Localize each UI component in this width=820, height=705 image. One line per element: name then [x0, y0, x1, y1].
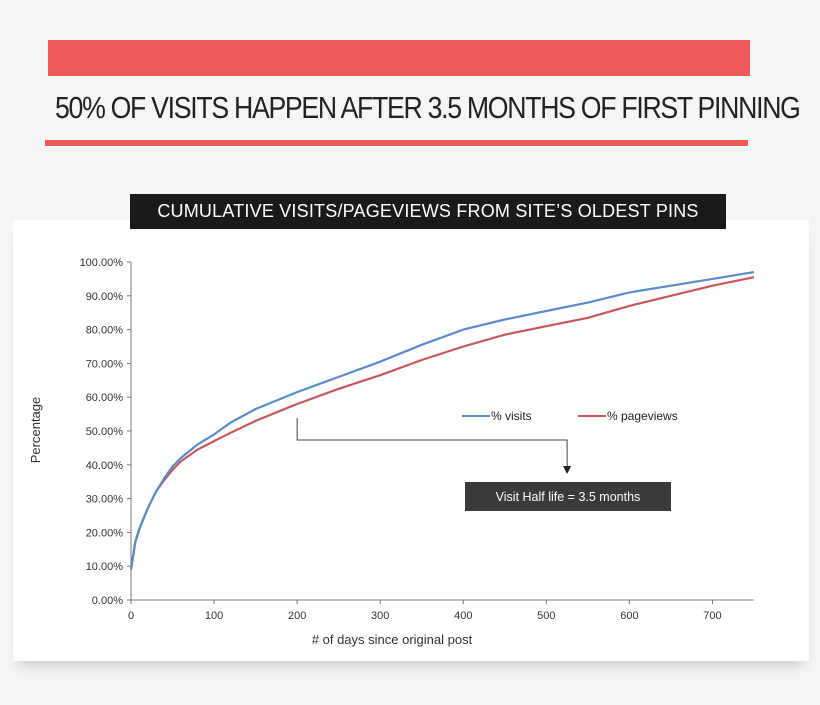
chart-title: CUMULATIVE VISITS/PAGEVIEWS FROM SITE’S … — [130, 194, 726, 229]
annotation-box — [465, 482, 671, 511]
y-tick-label: 10.00% — [86, 561, 124, 573]
y-tick-label: 20.00% — [86, 527, 124, 539]
x-tick-label: 200 — [288, 610, 306, 622]
y-axis-label: Percentage — [28, 397, 43, 464]
y-tick-label: 80.00% — [86, 325, 124, 337]
x-tick-label: 0 — [128, 610, 134, 622]
x-tick-label: 700 — [703, 610, 721, 622]
x-tick-label: 500 — [537, 610, 555, 622]
x-tick-label: 400 — [454, 610, 472, 622]
annotation-label: Visit Half life = 3.5 months — [496, 490, 641, 504]
annotation-connector — [296, 418, 568, 468]
chart-axes — [130, 262, 754, 601]
y-tick-label: 40.00% — [86, 460, 124, 472]
legend-label: % visits — [491, 409, 532, 423]
headline-accent-bar-bottom — [45, 140, 748, 146]
y-tick-label: 70.00% — [86, 358, 124, 370]
chart-annotation: Visit Half life = 3.5 months — [296, 418, 671, 511]
legend-label: % pageviews — [607, 409, 678, 423]
y-tick-label: 90.00% — [86, 291, 124, 303]
x-axis-label: # of days since original post — [312, 632, 473, 647]
x-tick-label: 300 — [371, 610, 389, 622]
y-tick-label: 100.00% — [80, 257, 124, 269]
headline-accent-bar-top — [48, 40, 750, 76]
y-tick-label: 60.00% — [86, 392, 124, 404]
series-line-visits — [129, 271, 755, 570]
y-tick-label: 0.00% — [92, 595, 123, 607]
chart-series — [129, 271, 755, 570]
y-tick-label: 30.00% — [86, 494, 124, 506]
chart-legend: % visits % pageviews — [462, 409, 678, 423]
annotation-arrowhead — [563, 466, 572, 474]
series-line-pageviews — [129, 276, 755, 570]
y-tick-label: 50.00% — [86, 426, 124, 438]
chart-ticks: 0.00% 10.00% 20.00% 30.00% 40.00% 50.00% 60.00… — [80, 257, 722, 622]
x-tick-label: 100 — [205, 610, 223, 622]
x-tick-label: 600 — [620, 610, 638, 622]
